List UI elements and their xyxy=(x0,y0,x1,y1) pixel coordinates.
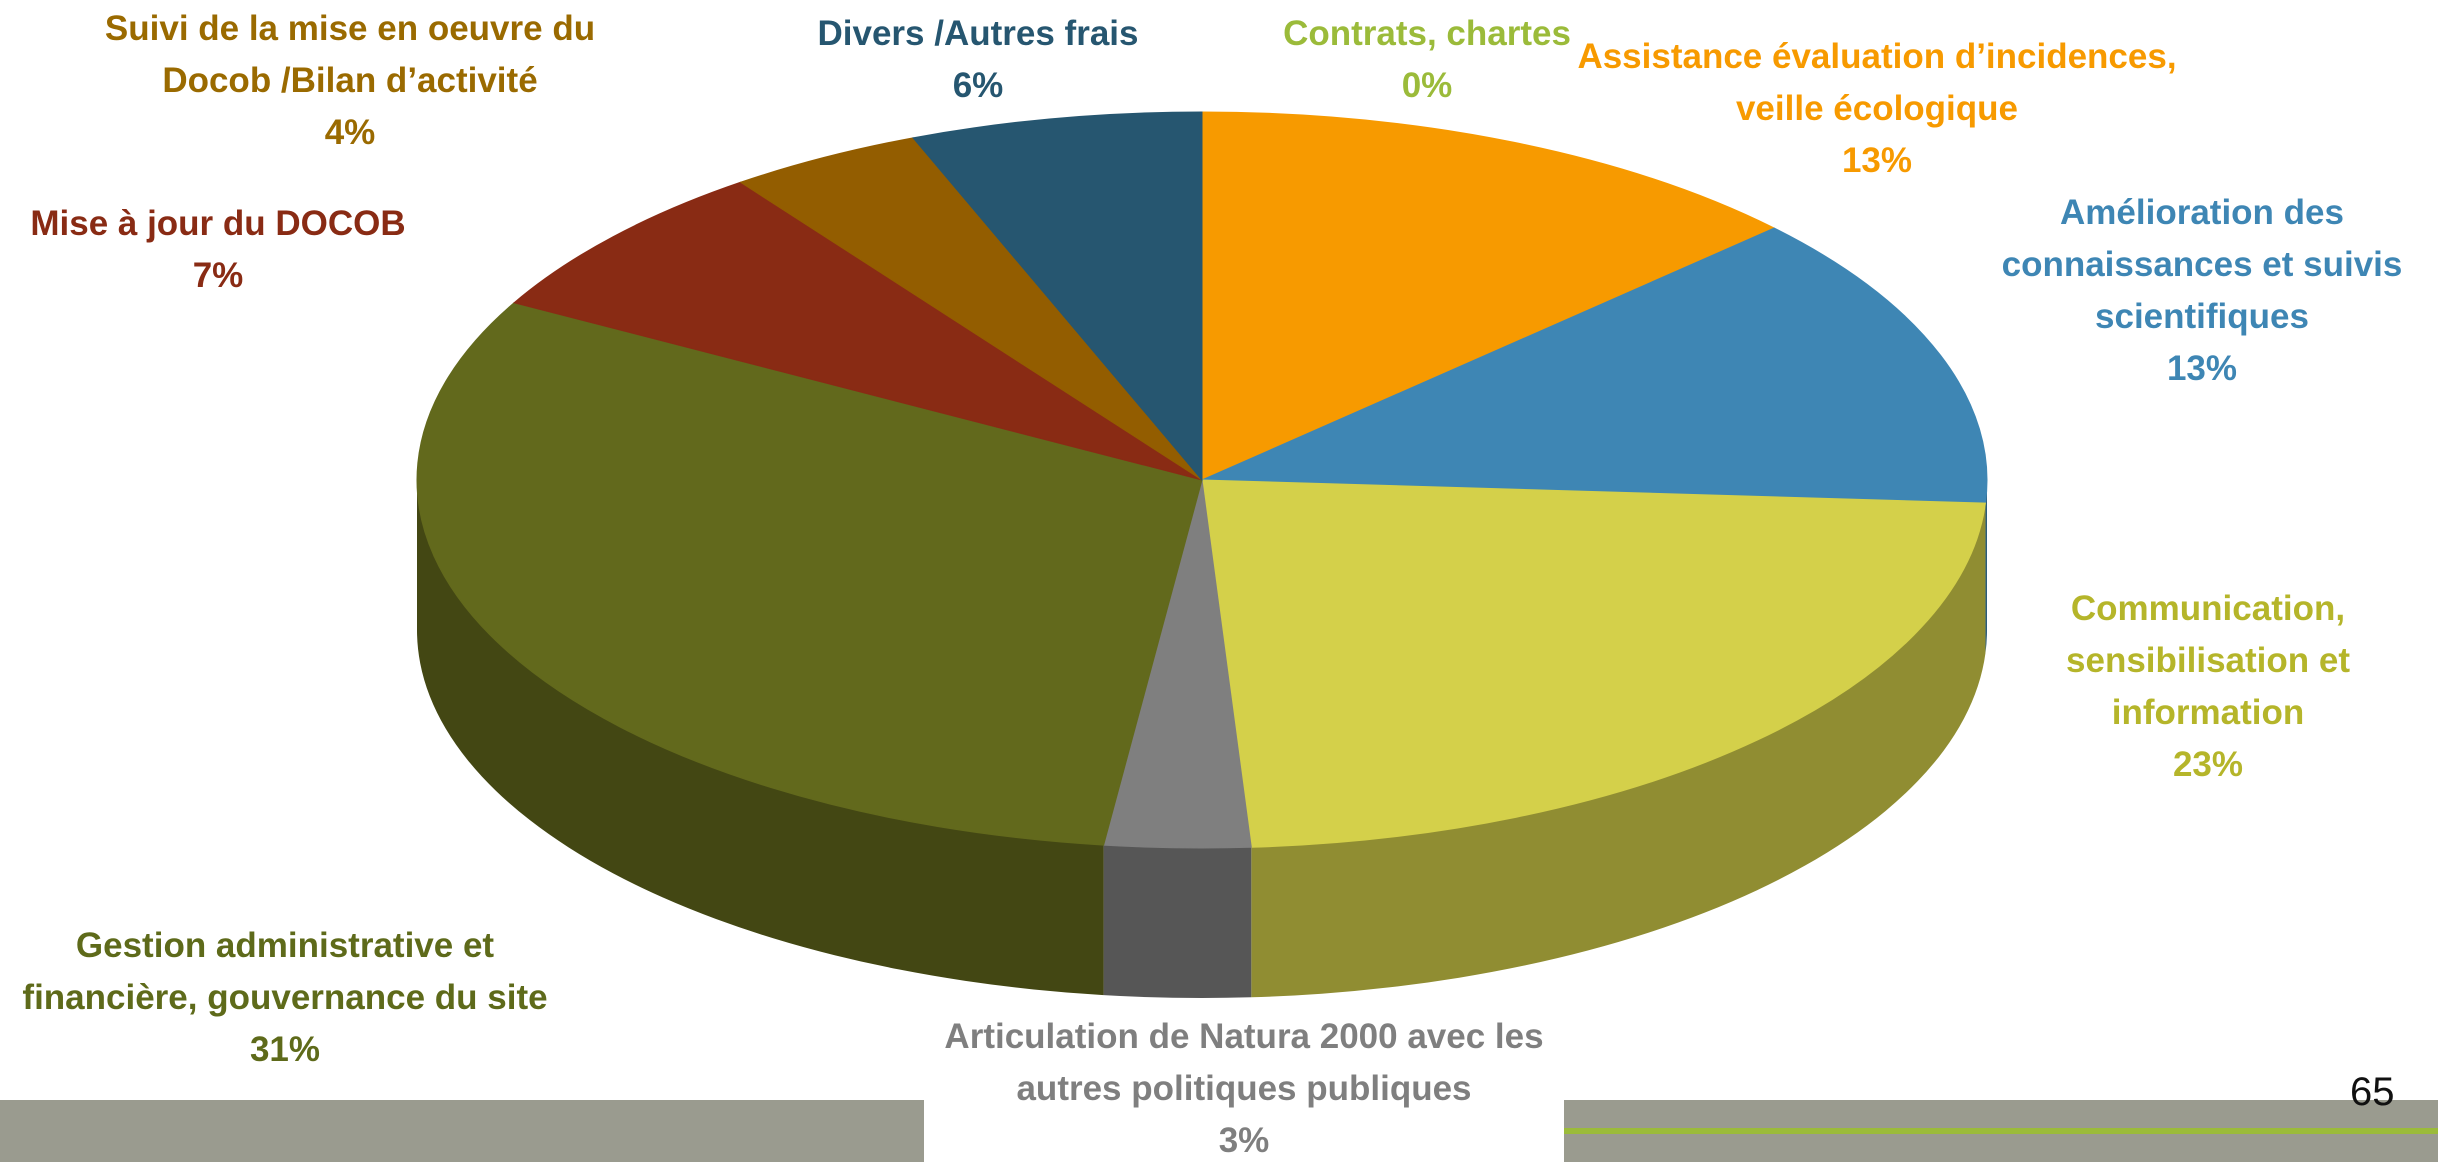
value-label: 13% xyxy=(1557,135,2197,187)
category-name: Articulation de Natura 2000 avec les aut… xyxy=(924,1011,1564,1115)
slice-tops xyxy=(417,112,1987,848)
category-name: Divers /Autres frais xyxy=(768,8,1188,60)
data-label: Articulation de Natura 2000 avec les aut… xyxy=(924,1011,1564,1167)
value-label: 3% xyxy=(924,1115,1564,1167)
value-label: 31% xyxy=(0,1024,585,1076)
page-number: 65 xyxy=(2350,1070,2395,1115)
value-label: 7% xyxy=(0,250,458,302)
value-label: 23% xyxy=(2038,739,2378,791)
slice-side xyxy=(1985,480,1987,653)
category-name: Communication, sensibilisation et inform… xyxy=(2038,583,2378,739)
data-label: Suivi de la mise en oeuvre du Docob /Bil… xyxy=(90,3,610,159)
category-name: Gestion administrative et financière, go… xyxy=(0,920,585,1024)
category-name: Suivi de la mise en oeuvre du Docob /Bil… xyxy=(90,3,610,107)
ground-line xyxy=(1560,1128,2438,1134)
category-name: Amélioration des connaissances et suivis… xyxy=(1977,187,2427,343)
value-label: 13% xyxy=(1977,343,2427,395)
slice-side xyxy=(1104,845,1252,998)
category-name: Mise à jour du DOCOB xyxy=(0,198,458,250)
category-name: Assistance évaluation d’incidences, veil… xyxy=(1557,31,2197,135)
data-label: Amélioration des connaissances et suivis… xyxy=(1977,187,2427,395)
value-label: 4% xyxy=(90,107,610,159)
slide: {"chart_data":{"type":"pie3d", "categori… xyxy=(0,0,2438,1162)
data-label: Assistance évaluation d’incidences, veil… xyxy=(1557,31,2197,187)
pie xyxy=(417,112,1987,998)
value-label: 6% xyxy=(768,60,1188,112)
data-label: Communication, sensibilisation et inform… xyxy=(2038,583,2378,791)
data-label: Gestion administrative et financière, go… xyxy=(0,920,585,1076)
